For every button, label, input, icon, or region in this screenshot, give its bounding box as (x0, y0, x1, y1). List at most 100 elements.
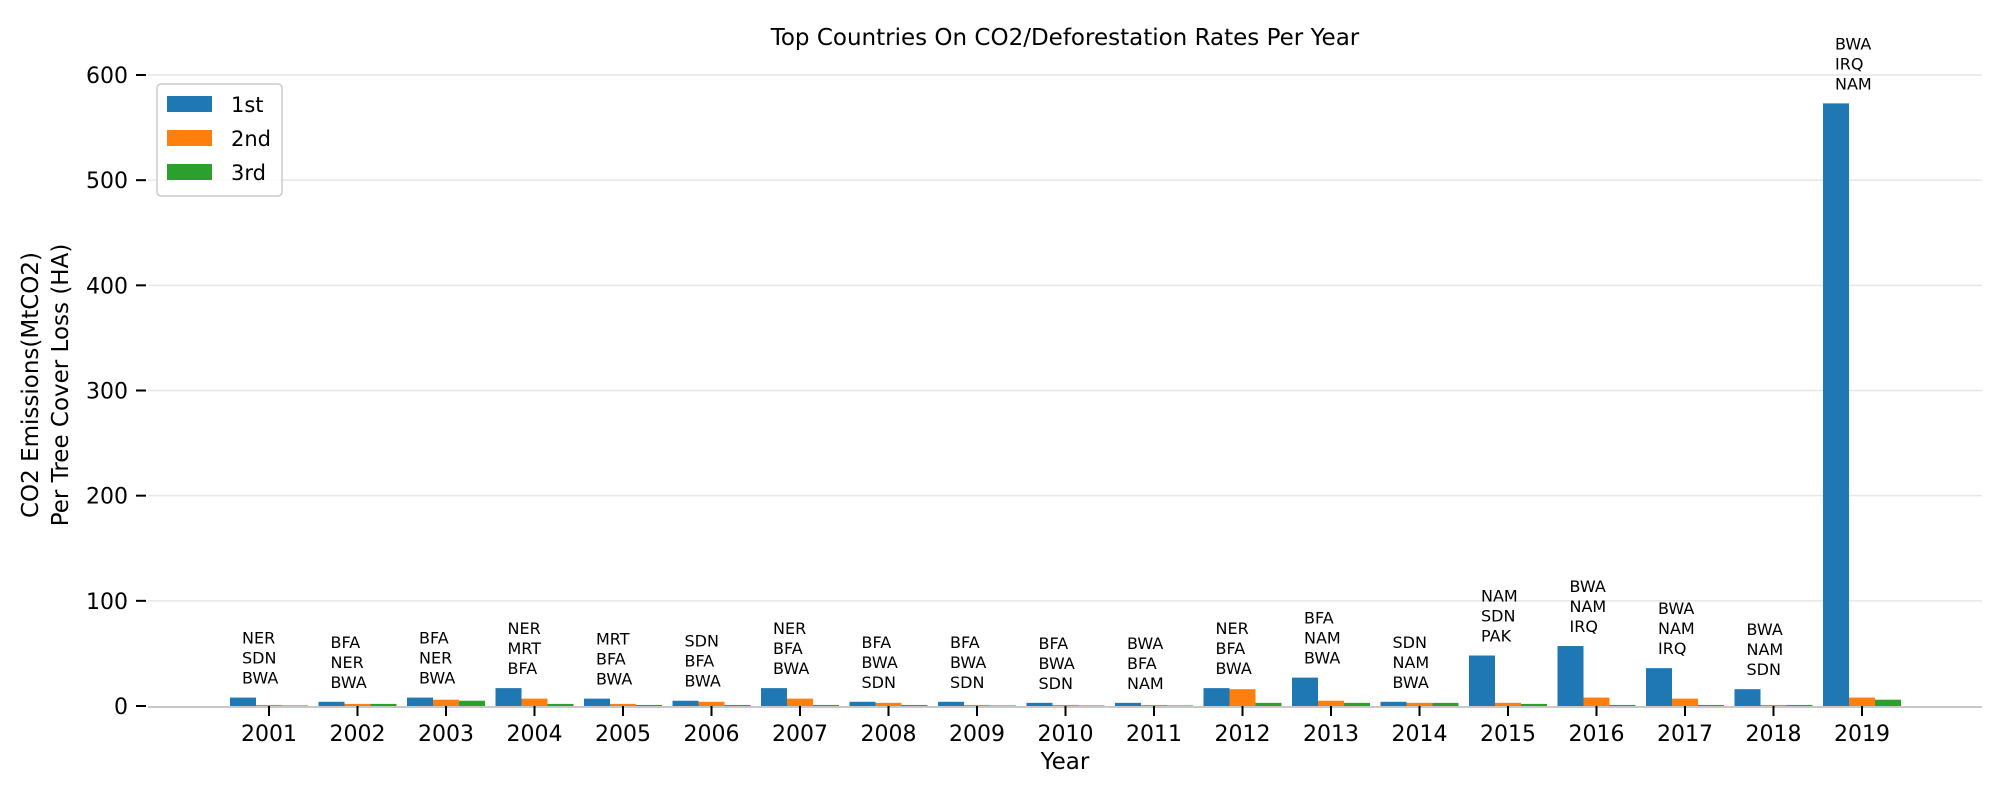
y-tick-label: 500 (86, 169, 128, 194)
legend-swatch (167, 130, 212, 146)
bar-1st-2006 (672, 700, 699, 706)
bar-3rd-2013 (1344, 702, 1370, 706)
bar-1st-2013 (1292, 677, 1318, 706)
x-tick-label: 2019 (1834, 722, 1890, 747)
bar-3rd-2003 (459, 700, 485, 706)
bar-2nd-2015 (1495, 702, 1521, 706)
legend-entry: 2nd (231, 127, 271, 151)
bar-1st-2015 (1469, 655, 1495, 706)
annotation-code: NAM (1304, 629, 1341, 648)
bar-3rd-2004 (547, 703, 574, 706)
bar-3rd-2010 (1078, 705, 1105, 706)
bar-1st-2004 (495, 688, 522, 706)
bar-2nd-2014 (1406, 702, 1433, 706)
bar-2nd-2003 (433, 699, 459, 706)
x-tick-label: 2001 (241, 722, 297, 747)
annotation-code: IRQ (1835, 54, 1863, 73)
bar-3rd-2011 (1167, 705, 1193, 706)
annotation-code: BFA (596, 650, 626, 669)
bar-1st-2019 (1823, 103, 1849, 706)
y-tick-label: 200 (86, 485, 128, 510)
annotation-code: BWA (1747, 620, 1783, 639)
bar-2nd-2008 (875, 702, 902, 706)
annotation-code: NER (773, 619, 806, 638)
bar-2nd-2005 (610, 703, 636, 706)
annotation-code: NAM (1658, 619, 1695, 638)
bar-3rd-2017 (1698, 704, 1724, 706)
bar-2nd-2012 (1229, 689, 1256, 706)
x-tick-label: 2018 (1746, 722, 1802, 747)
annotation-code: IRQ (1658, 639, 1686, 658)
bar-3rd-2006 (724, 704, 751, 706)
annotation-code: BWA (1658, 599, 1694, 618)
annotation-code: IRQ (1570, 617, 1598, 636)
annotation-code: NER (419, 649, 452, 668)
annotation-code: BWA (1216, 659, 1252, 678)
annotation-code: BWA (1039, 654, 1075, 673)
annotation-code: NER (1216, 619, 1249, 638)
y-tick-label: 100 (86, 590, 128, 615)
annotation-code: BWA (1304, 649, 1340, 668)
annotation-code: PAK (1481, 627, 1512, 646)
x-tick-label: 2004 (507, 722, 563, 747)
annotation-code: BFA (1216, 639, 1246, 658)
y-tick-label: 300 (86, 380, 128, 405)
annotation-code: SDN (685, 632, 719, 651)
annotation-code: NER (242, 629, 275, 648)
bar-1st-2008 (849, 701, 876, 706)
bar-1st-2007 (761, 688, 787, 706)
bar-2nd-2007 (787, 698, 813, 706)
x-tick-label: 2006 (684, 722, 740, 747)
annotation-code: BWA (419, 669, 455, 688)
annotation-code: BWA (596, 670, 632, 689)
bar-3rd-2019 (1875, 699, 1901, 706)
annotation-code: MRT (508, 639, 542, 658)
annotation-code: BFA (685, 652, 715, 671)
x-tick-label: 2012 (1215, 722, 1271, 747)
annotation-code: BWA (950, 653, 986, 672)
annotation-code: BWA (1127, 634, 1163, 653)
bar-2nd-2016 (1583, 697, 1610, 706)
legend-swatch (167, 96, 212, 112)
annotation-code: BFA (773, 639, 803, 658)
bar-2nd-2001 (256, 704, 282, 706)
bar-2nd-2009 (964, 704, 990, 706)
annotation-code: BWA (1835, 34, 1871, 53)
annotation-code: NER (331, 653, 364, 672)
bar-2nd-2004 (521, 698, 548, 706)
bar-1st-2012 (1203, 688, 1230, 706)
annotation-code: NAM (1393, 653, 1430, 672)
bar-3rd-2008 (901, 704, 928, 706)
bar-3rd-2018 (1786, 704, 1813, 706)
bar-3rd-2002 (370, 703, 397, 706)
annotation-code: SDN (1393, 633, 1427, 652)
y-axis-label: CO2 Emissions(MtCO2) Per Tree Cover Loss … (18, 244, 74, 527)
legend-swatch (167, 164, 212, 180)
x-tick-label: 2005 (595, 722, 651, 747)
y-axis-label-line: CO2 Emissions(MtCO2) (18, 252, 44, 518)
chart-title: Top Countries On CO2/Deforestation Rates… (770, 25, 1360, 51)
x-tick-label: 2014 (1392, 722, 1448, 747)
annotation-code: BWA (1393, 673, 1429, 692)
bar-2nd-2010 (1052, 704, 1079, 706)
annotation-code: NAM (1127, 674, 1164, 693)
bar-1st-2009 (938, 701, 964, 706)
bar-1st-2014 (1380, 701, 1407, 706)
annotation-code: BFA (950, 633, 980, 652)
bar-1st-2011 (1115, 702, 1141, 706)
bar-1st-2001 (230, 697, 256, 706)
x-tick-label: 2017 (1657, 722, 1713, 747)
bar-3rd-2015 (1521, 703, 1547, 706)
